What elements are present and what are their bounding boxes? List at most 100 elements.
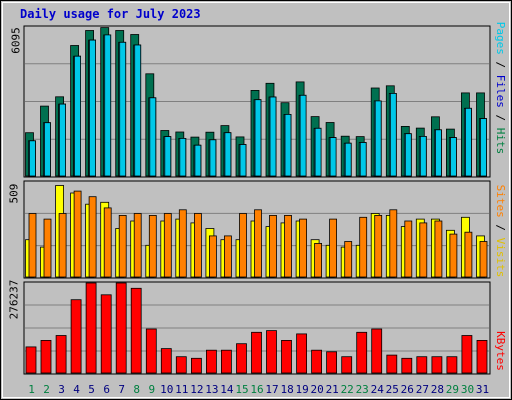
- day-label: 13: [205, 383, 218, 396]
- pages-bar: [389, 93, 397, 177]
- middle-legend-part: Visits: [494, 238, 507, 278]
- sites-bar: [163, 213, 172, 278]
- sites-bar: [299, 218, 308, 278]
- day-label: 6: [103, 383, 110, 396]
- day-label: 7: [118, 383, 125, 396]
- sites-bar: [464, 231, 473, 278]
- pages-bar: [224, 132, 232, 177]
- pages-bar: [104, 34, 112, 177]
- pages-bar: [374, 100, 382, 177]
- day-label: 17: [265, 383, 278, 396]
- day-label: 25: [386, 383, 399, 396]
- kbytes-bar: [130, 287, 142, 374]
- kbytes-bar: [266, 330, 277, 374]
- day-label: 31: [476, 383, 489, 396]
- pages-bar: [194, 144, 202, 177]
- day-label: 22: [341, 383, 354, 396]
- sites-bar: [193, 213, 202, 278]
- kbytes-bar: [371, 328, 383, 374]
- pages-bar: [329, 137, 337, 177]
- pages-bar: [239, 144, 247, 177]
- kbytes-bar: [145, 328, 157, 374]
- sites-bar: [208, 235, 217, 278]
- sites-bar: [419, 222, 428, 278]
- pages-bar: [449, 137, 457, 177]
- day-label: 2: [43, 383, 50, 396]
- kbytes-bar: [476, 339, 488, 374]
- top-legend-part: /: [494, 55, 507, 75]
- sites-bar: [374, 214, 383, 278]
- middle-legend-part: Sites: [494, 185, 507, 218]
- day-label: 8: [133, 383, 140, 396]
- chart-title: Daily usage for July 2023: [20, 7, 201, 21]
- pages-bar: [134, 44, 142, 177]
- pages-bar: [359, 142, 367, 177]
- kbytes-bar: [461, 335, 473, 374]
- top-legend-part: Pages: [494, 22, 507, 55]
- kbytes-bar: [25, 346, 37, 374]
- pages-bar: [254, 99, 262, 177]
- sites-bar: [103, 207, 112, 278]
- day-label: 24: [371, 383, 385, 396]
- kbytes-bar: [341, 356, 353, 374]
- pages-bar: [89, 39, 96, 177]
- kbytes-bar: [55, 335, 67, 374]
- pages-bar: [344, 142, 352, 177]
- pages-bar: [480, 118, 487, 177]
- kbytes-bar: [356, 331, 368, 374]
- sites-bar: [133, 213, 142, 278]
- pages-bar: [29, 140, 36, 177]
- day-label: 10: [160, 383, 173, 396]
- kbytes-bar: [431, 356, 443, 374]
- day-label: 19: [295, 383, 308, 396]
- sites-bar: [359, 216, 368, 278]
- pages-bar: [404, 133, 412, 177]
- top-legend: Pages / Files / Hits: [494, 22, 507, 155]
- bottom-legend: KBytes: [494, 331, 507, 371]
- pages-bar: [284, 114, 292, 177]
- sites-bar: [314, 242, 323, 278]
- sites-bar: [239, 213, 247, 278]
- sites-bar: [449, 233, 458, 278]
- kbytes-bar: [311, 349, 323, 374]
- pages-bar: [419, 135, 427, 177]
- sites-bar: [254, 209, 262, 278]
- day-label: 28: [431, 383, 444, 396]
- day-label: 18: [280, 383, 293, 396]
- sites-bar: [118, 214, 127, 278]
- pages-bar: [74, 55, 81, 177]
- x-axis-labels: 1 2 3 4 5 6 7 8 9 10 11 12 13 14 15 16 17 18 19 20 21 22 23 24 2…: [28, 383, 489, 396]
- kbytes-bar: [40, 339, 52, 374]
- sites-bar: [284, 214, 292, 278]
- sites-bar: [148, 214, 157, 278]
- day-label: 21: [326, 383, 339, 396]
- sites-bar: [434, 220, 443, 278]
- kbytes-bar: [160, 348, 172, 374]
- sites-bar: [58, 213, 67, 278]
- sites-bar: [88, 196, 97, 278]
- bottom-panel-bars: [25, 282, 488, 374]
- day-label: 16: [250, 383, 263, 396]
- pages-bar: [164, 136, 172, 177]
- kbytes-bar: [251, 331, 262, 374]
- pages-bar: [434, 129, 442, 177]
- sites-bar: [329, 218, 338, 278]
- day-label: 27: [416, 383, 429, 396]
- sites-bar: [404, 220, 413, 278]
- pages-bar: [59, 103, 66, 177]
- pages-bar: [299, 94, 307, 177]
- sites-bar: [178, 209, 187, 278]
- kbytes-bar: [281, 339, 292, 374]
- pages-bar: [149, 97, 157, 177]
- pages-bar: [119, 41, 127, 177]
- kbytes-bar: [115, 282, 127, 374]
- sites-bar: [28, 213, 37, 278]
- day-label: 5: [88, 383, 95, 396]
- sites-bar: [269, 214, 277, 278]
- sites-bar: [43, 218, 52, 278]
- day-label: 26: [401, 383, 414, 396]
- day-label: 14: [220, 383, 234, 396]
- day-label: 9: [148, 383, 155, 396]
